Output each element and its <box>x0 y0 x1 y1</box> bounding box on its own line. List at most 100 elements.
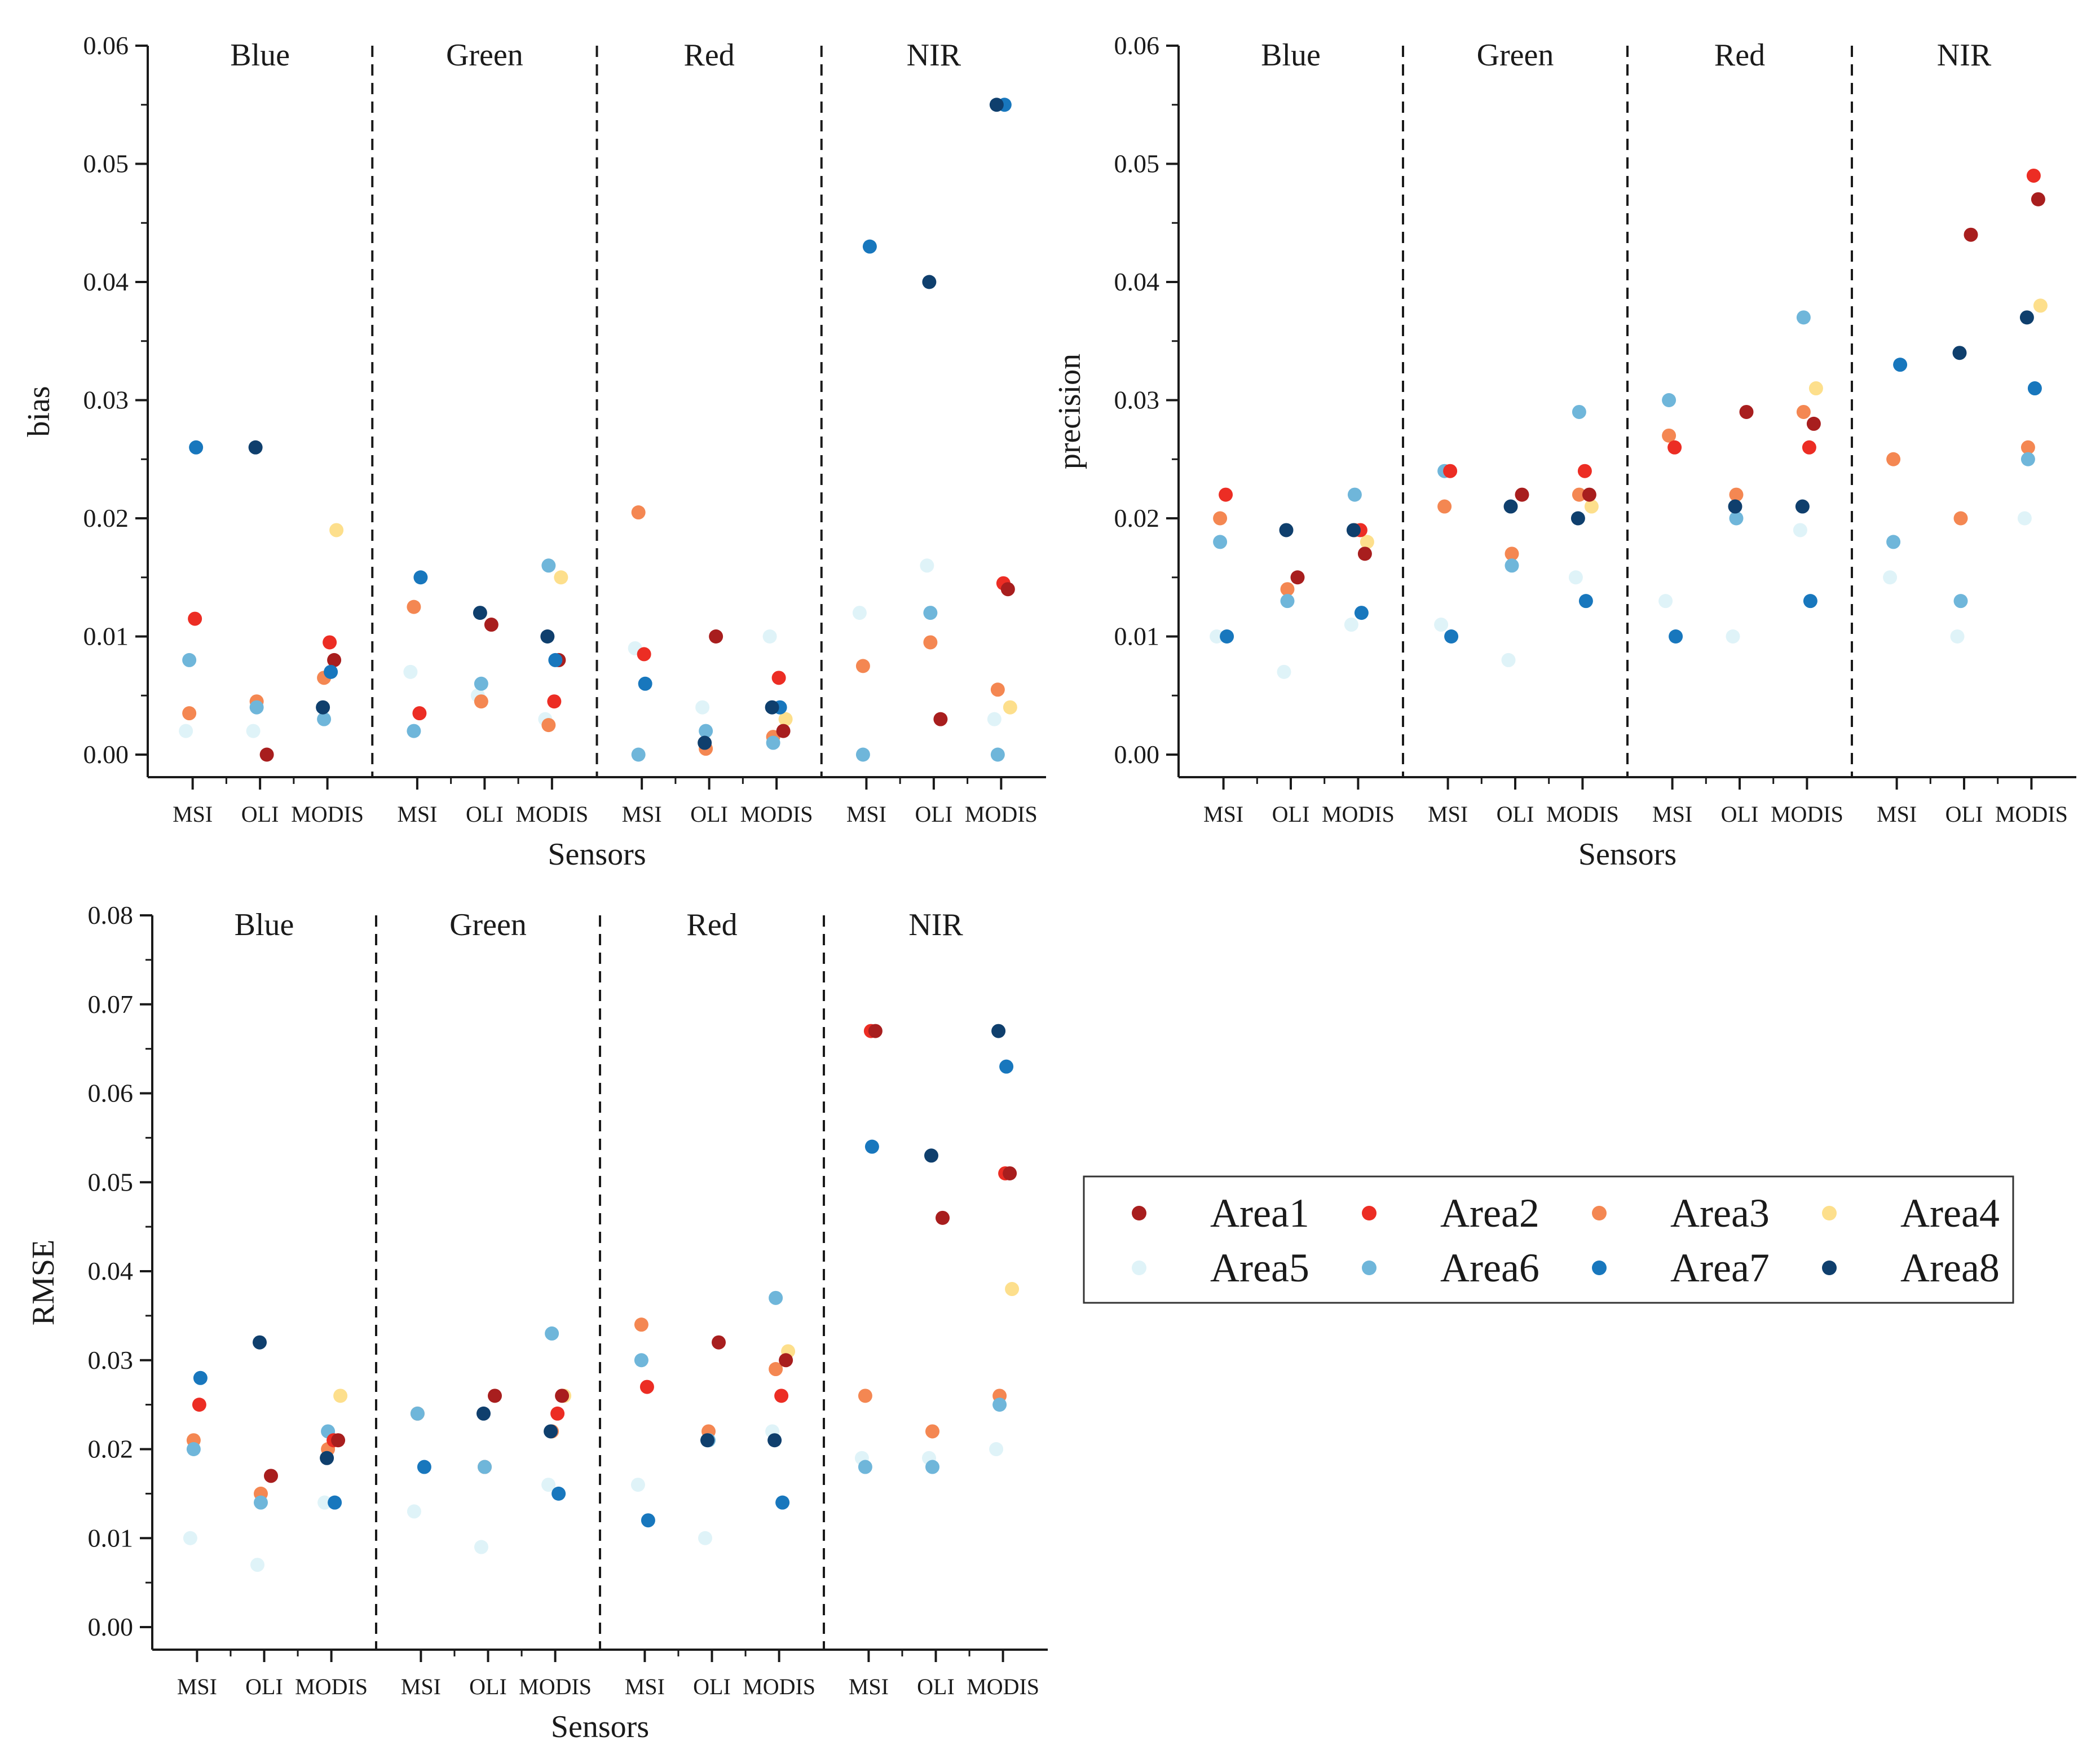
point-area1-blue-oli <box>1290 570 1305 585</box>
point-area6-red-msi <box>631 747 646 762</box>
point-area5-red-modis <box>762 629 777 644</box>
point-area6-red-modis <box>769 1290 783 1305</box>
x-tick-label: MSI <box>846 801 886 827</box>
point-area6-green-oli <box>474 676 488 691</box>
point-area3-green-msi <box>1437 499 1452 514</box>
point-area5-blue-oli <box>250 1558 264 1572</box>
band-title-nir: NIR <box>1937 38 1992 73</box>
point-area7-green-msi <box>413 570 428 585</box>
point-area2-red-msi <box>1667 440 1682 455</box>
point-area5-red-oli <box>1726 629 1740 644</box>
point-area8-blue-oli <box>1279 523 1294 537</box>
point-area1-blue-oli <box>259 747 274 762</box>
point-area7-red-modis <box>775 1495 790 1510</box>
point-area1-green-oli <box>484 618 498 632</box>
point-area5-green-modis <box>541 1478 556 1492</box>
point-area3-green-modis <box>541 718 556 733</box>
point-area2-red-msi <box>637 647 651 662</box>
point-area3-nir-oli <box>925 1424 939 1439</box>
point-area6-nir-modis <box>990 747 1005 762</box>
x-tick-label: MODIS <box>295 1674 368 1699</box>
point-area6-blue-modis <box>317 712 332 726</box>
point-area1-nir-oli <box>1964 227 1978 242</box>
point-area5-red-oli <box>698 1531 712 1545</box>
point-area3-blue-msi <box>1213 511 1228 526</box>
x-axis-label: Sensors <box>1578 837 1677 872</box>
point-area8-nir-oli <box>924 1148 938 1163</box>
point-area2-blue-msi <box>1219 487 1233 502</box>
point-area5-green-oli <box>474 1540 488 1554</box>
point-area6-blue-oli <box>249 700 264 715</box>
point-area8-blue-modis <box>316 700 330 715</box>
point-area1-red-oli <box>1739 404 1754 419</box>
point-area6-nir-modis <box>2020 452 2035 466</box>
y-tick-label: 0.03 <box>88 1346 134 1374</box>
point-area5-green-msi <box>1434 618 1449 632</box>
point-area2-green-modis <box>547 694 562 709</box>
legend-label-area6: Area6 <box>1440 1245 1539 1290</box>
panel-precision: 0.00 0.01 0.02 0.03 0.04 0.05 0.06 precision Sen… <box>1052 31 2076 872</box>
point-area7-green-msi <box>417 1460 431 1474</box>
point-area1-blue-modis <box>1357 547 1372 561</box>
point-area8-red-modis <box>765 700 779 715</box>
point-area3-blue-oli <box>1280 582 1295 597</box>
point-area6-nir-modis <box>992 1398 1007 1412</box>
point-area2-green-msi <box>1443 464 1458 478</box>
point-area3-green-oli <box>474 694 488 709</box>
point-area8-green-modis <box>1570 511 1585 526</box>
y-tick-label: 0.02 <box>1114 504 1160 532</box>
band-title-green: Green <box>449 907 527 942</box>
x-tick-label: MSI <box>177 1674 217 1699</box>
point-area1-green-modis <box>555 1389 570 1403</box>
point-area4-blue-modis <box>333 1389 348 1403</box>
point-area4-red-modis <box>1808 381 1823 396</box>
legend-box <box>1083 1175 2014 1304</box>
point-area7-blue-modis <box>328 1495 342 1510</box>
point-area5-blue-modis <box>1344 618 1358 632</box>
point-area5-blue-oli <box>246 724 261 738</box>
point-area2-blue-msi <box>188 611 202 626</box>
y-tick-label: 0.04 <box>1114 267 1160 296</box>
point-area8-green-oli <box>473 606 487 620</box>
panel-rmse: 0.00 0.01 0.02 0.03 0.04 0.05 0.06 0.07 0.08 RMSE… <box>26 901 1048 1744</box>
point-area5-green-msi <box>403 664 418 679</box>
x-tick-label: OLI <box>241 801 279 827</box>
point-area6-nir-oli <box>925 1460 939 1474</box>
point-area2-red-modis <box>774 1389 789 1403</box>
legend-label-area8: Area8 <box>1900 1245 2000 1290</box>
x-tick-label: OLI <box>1721 801 1759 827</box>
point-area3-red-msi <box>634 1317 648 1332</box>
y-tick-label: 0.03 <box>1114 386 1160 415</box>
point-area6-red-modis <box>1796 310 1811 325</box>
x-tick-label: MSI <box>173 801 213 827</box>
point-area2-green-msi <box>412 706 427 721</box>
point-area2-green-modis <box>550 1406 565 1421</box>
y-axis-label: bias <box>21 386 56 437</box>
point-area8-red-modis <box>767 1433 782 1448</box>
x-tick-label: MODIS <box>965 801 1038 827</box>
y-tick-label: 0.00 <box>1114 740 1160 769</box>
point-area3-red-msi <box>1662 428 1677 443</box>
point-area1-red-modis <box>776 724 791 738</box>
point-area4-blue-modis <box>1360 535 1374 549</box>
point-area6-nir-msi <box>1886 535 1901 549</box>
point-area3-red-msi <box>631 505 646 520</box>
point-area5-green-oli <box>1501 653 1516 667</box>
x-tick-label: MODIS <box>1995 801 2068 827</box>
point-area8-nir-oli <box>922 275 937 289</box>
x-tick-label: MSI <box>1428 801 1468 827</box>
legend-marker-area6 <box>1362 1261 1377 1275</box>
point-area5-red-msi <box>1658 594 1673 609</box>
point-area5-blue-msi <box>1210 629 1224 644</box>
y-tick-label: 0.08 <box>88 901 134 929</box>
x-tick-label: MODIS <box>515 801 588 827</box>
band-title-green: Green <box>446 38 523 73</box>
point-area2-red-msi <box>639 1380 654 1394</box>
point-area8-green-oli <box>1503 499 1518 514</box>
point-area1-nir-oli <box>933 712 948 726</box>
point-area6-red-msi <box>634 1353 648 1368</box>
x-tick-label: MSI <box>625 1674 665 1699</box>
point-area8-green-modis <box>544 1424 558 1439</box>
point-area8-blue-oli <box>253 1335 267 1350</box>
legend-label-area1: Area1 <box>1210 1191 1309 1236</box>
